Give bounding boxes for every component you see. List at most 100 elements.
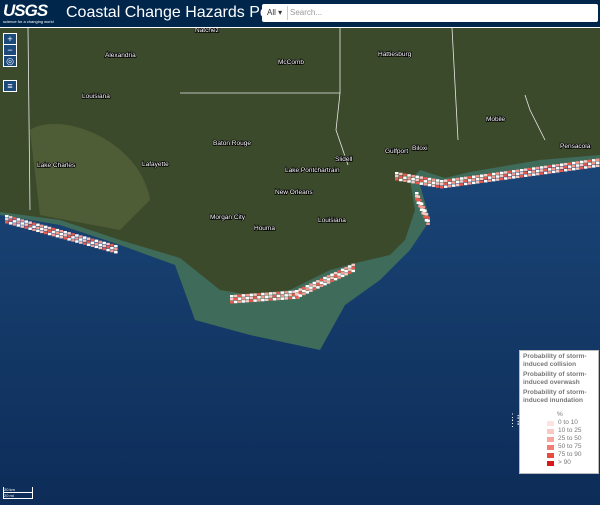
hazard-cell [431,184,436,188]
logo[interactable]: USGS [3,1,48,20]
hazard-cell [5,218,9,221]
locate[interactable]: ◎ [3,55,17,67]
hazard-cell [24,226,28,229]
place-label: Mobile [486,116,506,123]
hazard-cell [496,178,500,181]
hazard-cell [423,183,428,186]
hazard-cell [456,183,460,187]
hazard-cell [323,276,327,280]
hazard-cell [548,168,552,171]
hazard-cell [407,174,411,177]
hazard-cell [59,229,64,233]
hazard-cell [480,174,484,177]
hazard-cell [302,292,306,296]
hazard-cell [8,216,13,219]
hazard-cell [312,281,317,285]
hazard-cell [40,227,44,231]
hazard-cell [452,184,456,187]
hazard-cell [560,169,564,172]
hazard-cell [237,297,242,300]
hazard-cell [32,225,36,228]
scale-bar: 20 km 20 mi [3,487,33,499]
legend-swatch [546,428,555,435]
hazard-cell [337,273,341,276]
place-label: Pensacola [560,143,591,150]
hazard-cell [423,209,427,212]
hazard-cell [444,185,448,188]
hazard-cell [36,229,40,233]
hazard-cell [464,182,468,186]
hazard-cell [288,296,292,300]
hazard-cell [284,297,288,300]
hazard-cell [440,180,444,183]
hazard-cell [82,239,87,242]
search-box[interactable]: All ▾ Search... [262,4,598,22]
scope-dropdown[interactable]: All ▾ [264,6,288,20]
hazard-cell [79,241,83,244]
hazard-cell [568,168,572,171]
hazard-cell [576,167,580,170]
hazard-cell [298,291,303,294]
hazard-cell [556,170,560,173]
hazard-cell [272,294,277,298]
hazard-cell [233,300,238,304]
hazard-cell [40,230,44,234]
legend-label: > 90 [558,459,571,466]
hazard-cell [340,271,345,275]
legend-row: 0 to 10 [540,419,598,427]
hazard-cell [472,178,476,182]
hazard-cell [230,298,234,301]
place-label: Alexandria [105,52,136,59]
place-label: Hattiesburg [378,51,412,58]
land [0,28,600,295]
hazard-cell [233,294,238,298]
hazard-cell [98,243,103,247]
hazard-cell [588,162,592,166]
hazard-cell [63,234,67,237]
hazard-cell [399,172,403,176]
hazard-cell [520,175,524,178]
hazard-cell [276,297,281,301]
legend-layer: Probability of storm-induced overwash [523,371,587,386]
hazard-cell [448,178,452,182]
hazard-cell [484,176,488,180]
hazard-cell [444,182,448,185]
hazard-cell [316,286,320,289]
legend-label: 10 to 25 [558,427,582,434]
hazard-cell [399,175,403,179]
legend-toggle[interactable]: ⋮≡ ⋮≡ [508,412,523,428]
hazard-cell [536,166,540,170]
legend-swatch [546,452,555,459]
hazard-cell [71,236,75,239]
hazard-cell [230,295,234,298]
hazard-cell [265,292,269,295]
hazard-cell [261,292,265,296]
hazard-cell [319,278,324,281]
hazard-cell [464,179,468,183]
hazard-cell [36,223,40,227]
hazard-cell [20,225,25,228]
hazard-cell [114,247,118,251]
layers[interactable]: ≡ [3,80,17,92]
hazard-cell [572,161,576,165]
hazard-cell [51,233,56,237]
hazard-cell [323,279,327,283]
hazard-cell [28,224,32,227]
hazard-cell [435,182,440,185]
hazard-cell [305,288,310,291]
search-input[interactable]: Search... [290,8,323,17]
legend-label: 0 to 10 [558,419,578,426]
place-label: Natchez [195,27,219,34]
hazard-cell [98,246,103,250]
hazard-cell [12,220,17,223]
hazard-cell [444,179,448,182]
hazard-cell [284,294,288,297]
hazard-cell [337,270,341,273]
hazard-cell [268,298,273,301]
hazard-cell [253,296,257,299]
hazard-cell [460,177,464,180]
hazard-cell [456,180,460,184]
hazard-cell [333,277,338,281]
hazard-cell [426,222,430,225]
legend-swatch [546,444,555,451]
